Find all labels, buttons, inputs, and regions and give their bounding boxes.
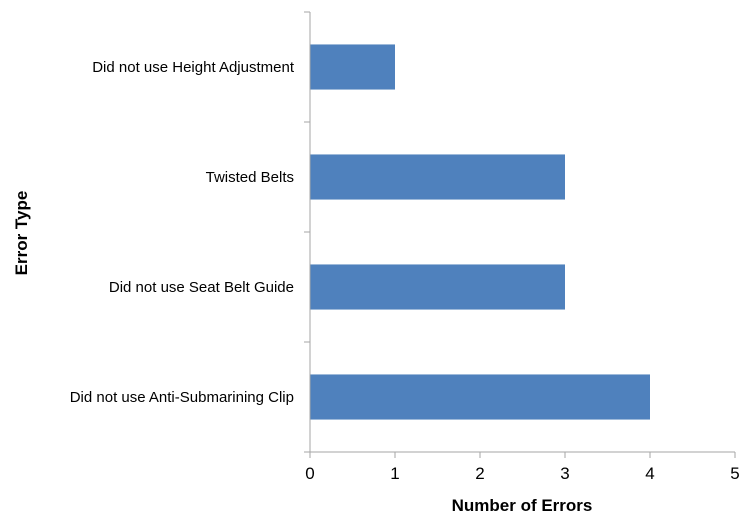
axes-group (304, 11, 736, 458)
y-axis-title: Error Type (12, 191, 31, 276)
category-label-3: Did not use Anti-Submarining Clip (70, 389, 294, 406)
x-tick-label-2: 2 (475, 464, 484, 483)
category-label-0: Did not use Height Adjustment (92, 59, 295, 76)
bar-0 (310, 44, 395, 90)
bar-1 (310, 154, 565, 200)
category-label-2: Did not use Seat Belt Guide (109, 279, 294, 296)
x-tick-label-3: 3 (560, 464, 569, 483)
bar-2 (310, 264, 565, 310)
x-tick-label-1: 1 (390, 464, 399, 483)
x-tick-label-5: 5 (730, 464, 739, 483)
tick-labels-group: 0 1 2 3 4 5 (305, 464, 739, 483)
x-axis-title: Number of Errors (452, 496, 593, 515)
x-tick-label-4: 4 (645, 464, 654, 483)
bars-group (310, 44, 650, 420)
bar-3 (310, 374, 650, 420)
x-tick-label-0: 0 (305, 464, 314, 483)
category-label-1: Twisted Belts (206, 169, 294, 186)
category-labels-group: Did not use Height Adjustment Twisted Bel… (70, 59, 295, 406)
